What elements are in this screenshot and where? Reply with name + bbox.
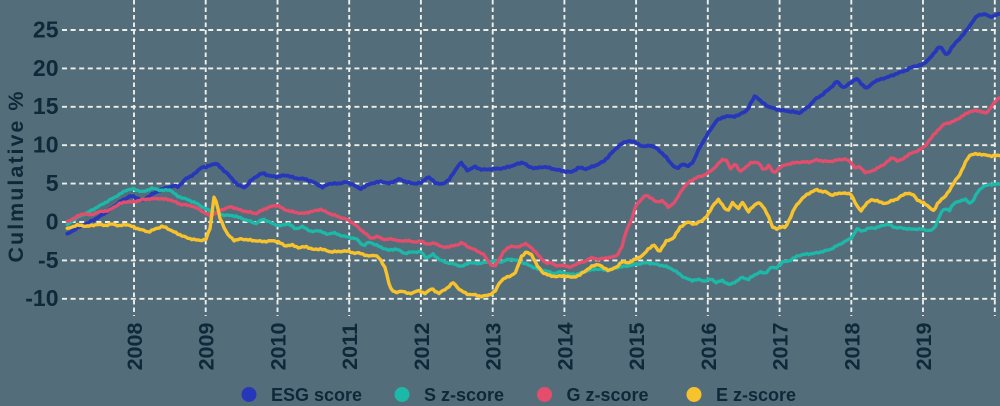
svg-text:25: 25 — [33, 16, 59, 42]
svg-text:2017: 2017 — [769, 323, 793, 371]
svg-text:ESG score: ESG score — [271, 385, 362, 405]
svg-text:2019: 2019 — [912, 323, 936, 371]
svg-text:2010: 2010 — [267, 323, 291, 371]
svg-text:2013: 2013 — [482, 323, 506, 371]
svg-text:Culmulative %: Culmulative % — [4, 90, 28, 263]
svg-text:20: 20 — [33, 55, 59, 81]
svg-text:5: 5 — [46, 170, 59, 196]
svg-text:2012: 2012 — [410, 323, 434, 371]
svg-text:2009: 2009 — [195, 323, 219, 371]
svg-text:2016: 2016 — [697, 323, 721, 371]
svg-text:10: 10 — [33, 132, 59, 158]
svg-text:2018: 2018 — [840, 323, 864, 371]
svg-text:G z-score: G z-score — [567, 385, 649, 405]
svg-text:15: 15 — [33, 93, 59, 119]
svg-text:E z-score: E z-score — [716, 385, 796, 405]
svg-text:2015: 2015 — [625, 323, 649, 371]
svg-text:S z-score: S z-score — [424, 385, 504, 405]
svg-text:0: 0 — [46, 208, 59, 234]
svg-text:2014: 2014 — [553, 323, 577, 371]
svg-text:-10: -10 — [25, 285, 58, 311]
svg-text:2011: 2011 — [338, 323, 362, 370]
svg-text:2008: 2008 — [123, 323, 147, 371]
svg-text:-5: -5 — [38, 247, 59, 273]
